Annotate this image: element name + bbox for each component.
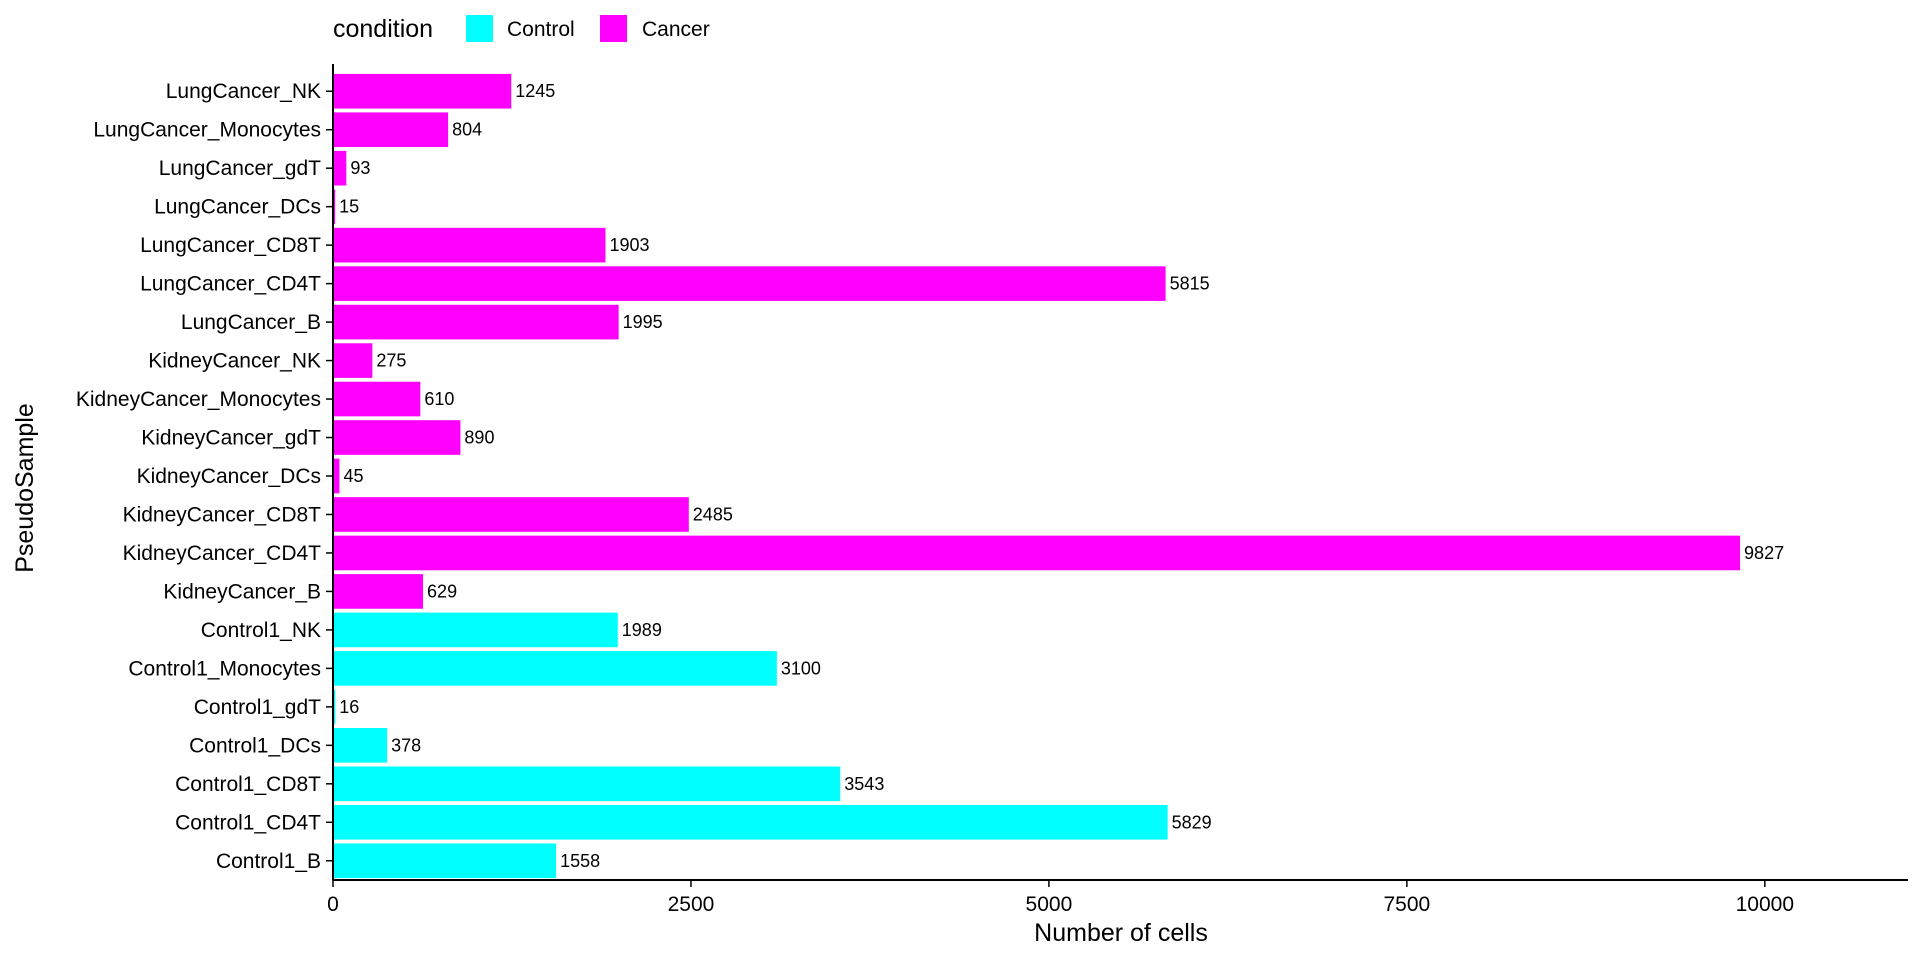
bar-control1-gdt bbox=[333, 689, 336, 725]
x-tick-label: 5000 bbox=[1026, 893, 1073, 916]
value-label: 5829 bbox=[1172, 812, 1212, 832]
value-label: 1245 bbox=[515, 81, 555, 101]
y-tick-label: KidneyCancer_CD4T bbox=[123, 542, 322, 565]
value-label: 1903 bbox=[609, 235, 649, 255]
y-tick-label: Control1_gdT bbox=[194, 696, 321, 719]
value-label: 1558 bbox=[560, 851, 600, 871]
y-tick-label: LungCancer_B bbox=[181, 311, 321, 334]
y-tick-label: KidneyCancer_DCs bbox=[137, 465, 321, 488]
x-axis-title: Number of cells bbox=[1034, 919, 1208, 947]
y-tick-label: KidneyCancer_Monocytes bbox=[76, 388, 321, 411]
value-label: 16 bbox=[339, 697, 359, 717]
y-tick-label: LungCancer_Monocytes bbox=[93, 119, 321, 142]
bar-control1-b bbox=[333, 843, 557, 879]
value-label: 275 bbox=[376, 351, 406, 371]
y-tick-label: Control1_Monocytes bbox=[128, 657, 321, 680]
bar-kidneycancer-gdt bbox=[333, 420, 461, 455]
value-label: 45 bbox=[343, 466, 363, 486]
x-tick-label: 2500 bbox=[668, 893, 715, 916]
bar-lungcancer-monocytes bbox=[333, 112, 449, 148]
y-tick-label: Control1_CD8T bbox=[175, 773, 321, 796]
legend-label-cancer: Cancer bbox=[642, 18, 710, 41]
bars bbox=[333, 73, 1741, 879]
x-tick-label: 10000 bbox=[1736, 893, 1794, 916]
bar-control1-monocytes bbox=[333, 651, 777, 686]
bar-lungcancer-cd8t bbox=[333, 227, 606, 263]
value-label: 15 bbox=[339, 197, 359, 217]
bar-control1-nk bbox=[333, 612, 618, 648]
y-tick-label: KidneyCancer_CD8T bbox=[123, 503, 322, 526]
bar-lungcancer-gdt bbox=[333, 150, 347, 186]
bar-kidneycancer-dcs bbox=[333, 458, 340, 494]
value-label: 3543 bbox=[844, 774, 884, 794]
x-tick-label: 0 bbox=[327, 893, 339, 916]
y-tick-label: Control1_DCs bbox=[189, 734, 321, 757]
y-tick-label: LungCancer_DCs bbox=[154, 196, 321, 219]
value-labels: 1245 804 93 15 1903 5815 1995 275 610 890 45 2485 98… bbox=[339, 81, 1784, 871]
value-label: 629 bbox=[427, 581, 457, 601]
bar-kidneycancer-monocytes bbox=[333, 381, 421, 417]
y-tick-label: KidneyCancer_NK bbox=[148, 350, 321, 373]
y-tick-label: Control1_NK bbox=[201, 619, 321, 642]
value-label: 3100 bbox=[781, 658, 821, 678]
value-label: 804 bbox=[452, 120, 482, 140]
bar-lungcancer-cd4t bbox=[333, 266, 1166, 301]
bar-kidneycancer-cd8t bbox=[333, 497, 689, 532]
value-label: 890 bbox=[464, 428, 494, 448]
y-tick-label: Control1_B bbox=[216, 850, 321, 873]
value-label: 610 bbox=[424, 389, 454, 409]
value-label: 378 bbox=[391, 735, 421, 755]
value-label: 1995 bbox=[623, 312, 663, 332]
bar-kidneycancer-cd4t bbox=[333, 535, 1741, 571]
x-tick-label: 7500 bbox=[1384, 893, 1431, 916]
value-label: 9827 bbox=[1744, 543, 1784, 563]
y-tick-label: LungCancer_NK bbox=[166, 80, 321, 103]
y-tick-label: Control1_CD4T bbox=[175, 811, 321, 834]
bar-control1-cd8t bbox=[333, 766, 841, 802]
y-tick-label: LungCancer_CD8T bbox=[140, 234, 321, 257]
legend-label-control: Control bbox=[507, 18, 575, 41]
y-tick-label: KidneyCancer_B bbox=[163, 580, 321, 603]
legend-swatch-cancer bbox=[600, 15, 627, 42]
value-label: 5815 bbox=[1170, 274, 1210, 294]
y-tick-label: LungCancer_CD4T bbox=[140, 273, 321, 296]
value-label: 93 bbox=[350, 158, 370, 178]
y-axis: LungCancer_NK LungCancer_Monocytes LungCan… bbox=[76, 64, 334, 880]
bar-kidneycancer-b bbox=[333, 574, 424, 609]
value-label: 2485 bbox=[693, 504, 733, 524]
legend-title: condition bbox=[333, 15, 433, 43]
bar-control1-dcs bbox=[333, 728, 388, 763]
legend-swatch-control bbox=[466, 15, 493, 42]
value-label: 1989 bbox=[622, 620, 662, 640]
bar-lungcancer-dcs bbox=[333, 189, 336, 224]
legend: condition Control Cancer bbox=[333, 15, 710, 43]
y-axis-title: PseudoSample bbox=[11, 403, 39, 573]
bar-lungcancer-b bbox=[333, 304, 619, 340]
y-tick-label: KidneyCancer_gdT bbox=[141, 427, 321, 450]
x-axis: 0 2500 5000 7500 10000 bbox=[327, 879, 1908, 916]
bar-control1-cd4t bbox=[333, 804, 1168, 840]
bar-kidneycancer-nk bbox=[333, 343, 373, 378]
bar-lungcancer-nk bbox=[333, 73, 512, 109]
y-tick-label: LungCancer_gdT bbox=[159, 157, 321, 180]
